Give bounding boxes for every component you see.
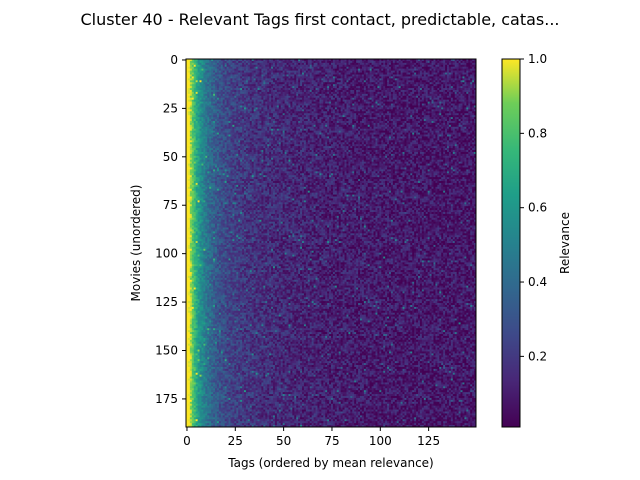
chart-title: Cluster 40 - Relevant Tags first contact… bbox=[81, 10, 560, 29]
heatmap-cells bbox=[186, 59, 476, 427]
